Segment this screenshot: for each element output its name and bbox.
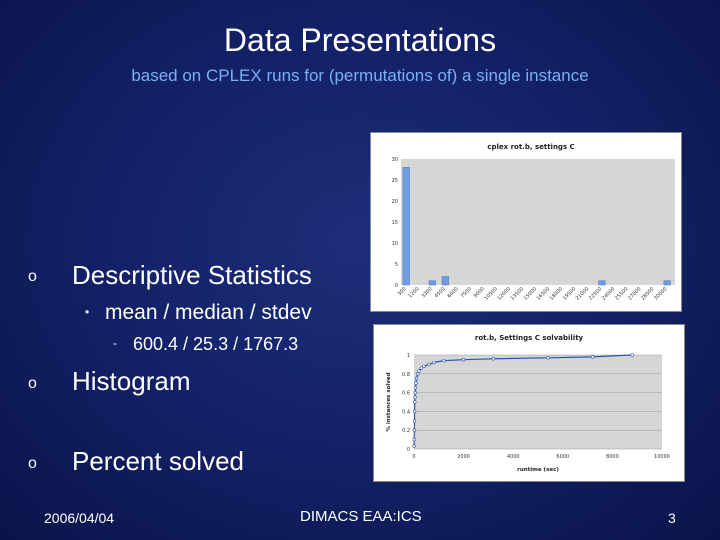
bullet-marker: • xyxy=(85,305,90,319)
footer-page-number: 3 xyxy=(668,510,676,526)
histogram-category-label: 22500 xyxy=(588,286,603,301)
solvability-xtick-label: 0 xyxy=(412,454,415,460)
footer-date: 2006/04/04 xyxy=(44,510,115,526)
solvability-point xyxy=(419,366,424,370)
solvability-point xyxy=(417,369,421,373)
histogram-category-label: 13500 xyxy=(510,286,525,301)
solvability-ytick-label: 0.8 xyxy=(402,372,410,378)
solvability-xtick-label: 6000 xyxy=(556,454,569,460)
solvability-point xyxy=(412,409,417,414)
solvability-point xyxy=(491,357,496,361)
histogram-category-label: 30000 xyxy=(653,286,668,301)
bullet-mean-median-stdev: mean / median / stdev xyxy=(105,301,312,324)
solvability-ylabel: % instances solved xyxy=(386,372,392,431)
histogram-category-label: 300 xyxy=(397,286,408,297)
histogram-plot-area xyxy=(401,159,675,285)
solvability-xtick-label: 4000 xyxy=(507,454,520,460)
slide-subtitle: based on CPLEX runs for (permutations of… xyxy=(131,66,589,85)
solvability-ytick-label: 0 xyxy=(407,447,410,453)
histogram-chart: cplex rot.b, settings C 30 25 20 15 10 5 0 300… xyxy=(370,132,682,312)
solvability-ytick-label: 0.6 xyxy=(402,391,410,397)
solvability-chart: rot.b, Settings C solvability 1 0.8 0.6 0.4… xyxy=(373,324,685,482)
histogram-bar xyxy=(402,167,410,286)
histogram-category-label: 25500 xyxy=(614,286,629,301)
histogram-svg: cplex rot.b, settings C 30 25 20 15 10 5 0 300… xyxy=(392,143,675,302)
footer-center: DIMACS EAA:ICS xyxy=(300,508,422,525)
histogram-category-label: 4500 xyxy=(434,286,447,299)
bullet-marker: - xyxy=(113,336,117,350)
histogram-category-label: 12000 xyxy=(497,286,512,301)
solvability-point xyxy=(546,356,550,360)
solvability-point xyxy=(432,360,436,365)
solvability-point xyxy=(416,372,420,376)
bullet-descriptive-statistics: Descriptive Statistics xyxy=(72,260,312,290)
solvability-point xyxy=(630,353,634,357)
solvability-point xyxy=(590,355,595,359)
histogram-category-label: 21000 xyxy=(575,286,590,301)
bullet-marker: o xyxy=(28,268,37,285)
histogram-category-label: 27000 xyxy=(627,286,642,301)
histogram-ytick-label: 30 xyxy=(392,157,398,163)
histogram-ytick-label: 25 xyxy=(392,178,398,184)
solvability-xtick-label: 10000 xyxy=(654,454,670,460)
histogram-category-label: 3300 xyxy=(420,286,433,299)
histogram-ytick-label: 10 xyxy=(392,241,398,247)
histogram-category-label: 24000 xyxy=(601,286,616,301)
histogram-ytick-label: 15 xyxy=(392,220,398,226)
histogram-category-label: 18000 xyxy=(549,286,564,301)
solvability-xtick-label: 8000 xyxy=(606,454,619,460)
solvability-point xyxy=(413,395,417,400)
solvability-point xyxy=(412,419,417,423)
solvability-point xyxy=(412,444,416,448)
solvability-ytick-label: 0.2 xyxy=(402,428,410,434)
histogram-title: cplex rot.b, settings C xyxy=(487,143,574,151)
bullet-marker: o xyxy=(28,375,37,392)
solvability-point xyxy=(413,400,417,404)
solvability-point xyxy=(412,437,416,442)
slide-title: Data Presentations xyxy=(223,22,497,58)
bullet-percent-solved: Percent solved xyxy=(72,446,244,476)
solvability-point xyxy=(427,362,431,367)
solvability-point xyxy=(412,428,417,432)
solvability-ytick-label: 0.4 xyxy=(402,409,410,415)
histogram-ytick-label: 0 xyxy=(395,283,398,289)
histogram-ytick-label: 5 xyxy=(395,262,398,268)
histogram-category-label: 19500 xyxy=(562,286,577,301)
solvability-xtick-label: 2000 xyxy=(457,454,470,460)
solvability-point xyxy=(442,358,446,363)
histogram-category-label: 7500 xyxy=(460,286,473,299)
solvability-xlabel: runtime (sec) xyxy=(517,467,559,473)
bullet-marker: o xyxy=(28,455,37,472)
solvability-point xyxy=(414,381,418,385)
solvability-title: rot.b, Settings C solvability xyxy=(475,334,584,342)
solvability-point xyxy=(413,386,418,390)
histogram-ytick-label: 20 xyxy=(392,199,398,205)
solvability-svg: rot.b, Settings C solvability 1 0.8 0.6 0.4… xyxy=(386,334,670,473)
histogram-category-label: 15000 xyxy=(523,286,538,301)
solvability-point xyxy=(414,376,419,381)
histogram-category-label: 1200 xyxy=(407,286,420,299)
solvability-point xyxy=(413,390,417,395)
solvability-point xyxy=(422,364,426,368)
histogram-bar xyxy=(598,280,606,286)
histogram-category-label: 6000 xyxy=(447,286,460,299)
histogram-bar xyxy=(663,280,671,286)
bullet-stats-values: 600.4 / 25.3 / 1767.3 xyxy=(133,334,299,354)
histogram-bar xyxy=(441,276,449,286)
bullet-histogram: Histogram xyxy=(72,366,191,396)
histogram-bar xyxy=(428,280,436,286)
solvability-plot-area xyxy=(414,355,662,449)
histogram-category-label: 10500 xyxy=(483,286,498,301)
histogram-category-label: 16500 xyxy=(536,286,551,301)
histogram-category-label: 28500 xyxy=(640,286,655,301)
solvability-point xyxy=(461,357,466,362)
solvability-ytick-label: 1 xyxy=(407,353,410,359)
